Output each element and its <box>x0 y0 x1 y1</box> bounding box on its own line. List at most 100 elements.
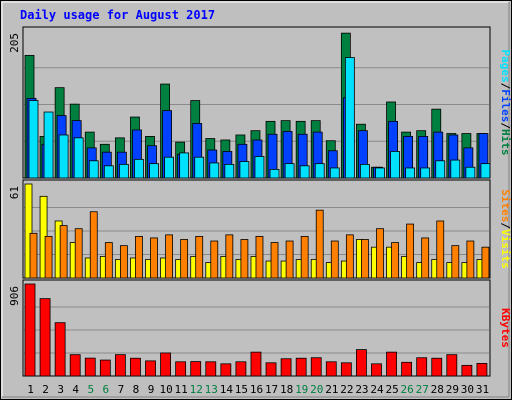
bar-kbytes-day-21 <box>325 361 337 377</box>
bar-sites-day-7 <box>119 245 128 279</box>
bar-sites-day-19 <box>300 235 309 279</box>
day-label-6: 6 <box>103 383 110 396</box>
day-label-28: 28 <box>431 383 444 396</box>
y-max-label: 205 <box>8 33 21 53</box>
legend-separator: / <box>499 122 512 129</box>
legend-visits-sites: Sites/Visits <box>499 189 512 269</box>
day-labels: 1 2 3 4 5 6 7 8 9 10 11 12 13 14 15 16 17 18 19 20 21 22 23 24 2… <box>27 383 489 396</box>
y-max-label: 906 <box>8 286 21 306</box>
bar-pages-day-29 <box>450 159 461 179</box>
bar-pages-day-23 <box>360 163 370 179</box>
bar-sites-day-30 <box>466 240 475 279</box>
bar-kbytes-day-10 <box>160 352 171 377</box>
bar-sites-day-8 <box>135 235 143 279</box>
day-label-26: 26 <box>401 383 414 396</box>
bar-kbytes-day-5 <box>84 357 96 377</box>
bar-sites-day-18 <box>285 240 294 279</box>
bar-kbytes-day-13 <box>205 361 217 377</box>
legend-item-sites: Sites <box>499 189 512 222</box>
legend-separator: / <box>499 83 512 90</box>
day-label-23: 23 <box>355 383 368 396</box>
legend-hits-files-pages: Pages/Files/Hits <box>499 50 512 156</box>
day-label-20: 20 <box>310 383 323 396</box>
bar-sites-day-27 <box>421 237 430 279</box>
bar-sites-day-17 <box>270 242 279 279</box>
day-label-2: 2 <box>42 383 49 396</box>
bar-pages-day-5 <box>88 160 99 179</box>
day-label-30: 30 <box>461 383 474 396</box>
bar-visits-day-1 <box>24 183 33 279</box>
bar-pages-day-15 <box>239 161 250 179</box>
bar-kbytes-day-26 <box>401 361 413 377</box>
bar-pages-day-14 <box>224 163 235 179</box>
bar-kbytes-day-18 <box>280 358 292 377</box>
bar-kbytes-day-31 <box>476 363 488 377</box>
day-label-7: 7 <box>118 383 125 396</box>
bar-kbytes-day-6 <box>99 359 111 377</box>
bar-pages-day-17 <box>269 168 280 179</box>
bar-kbytes-day-4 <box>69 354 81 377</box>
bar-pages-day-26 <box>405 167 416 179</box>
bar-sites-day-20 <box>315 209 324 279</box>
bar-kbytes-day-15 <box>235 361 247 377</box>
bar-sites-day-21 <box>330 240 339 279</box>
bar-kbytes-day-24 <box>371 363 382 377</box>
bar-pages-day-12 <box>194 156 205 179</box>
bar-kbytes-day-29 <box>446 354 458 377</box>
bar-pages-day-9 <box>149 163 159 179</box>
day-label-10: 10 <box>159 383 172 396</box>
bar-pages-day-28 <box>435 160 446 179</box>
legend-item-files: Files <box>499 89 512 122</box>
bar-kbytes-day-2 <box>39 298 51 377</box>
day-label-16: 16 <box>250 383 263 396</box>
day-label-22: 22 <box>340 383 353 396</box>
y-max-label: 61 <box>8 186 21 199</box>
bar-pages-day-25 <box>390 151 400 179</box>
bar-sites-day-12 <box>195 235 204 279</box>
bar-kbytes-day-11 <box>175 361 187 377</box>
bar-pages-day-19 <box>299 165 310 179</box>
bar-sites-day-13 <box>210 240 219 279</box>
bar-sites-day-31 <box>481 246 490 279</box>
day-label-12: 12 <box>190 383 203 396</box>
day-label-25: 25 <box>385 383 398 396</box>
bar-pages-day-31 <box>480 163 491 179</box>
bar-kbytes-day-8 <box>130 357 141 377</box>
bar-sites-day-6 <box>104 242 113 279</box>
bar-kbytes-day-23 <box>356 349 367 377</box>
bar-pages-day-2 <box>43 111 54 179</box>
bar-pages-day-30 <box>465 166 476 179</box>
bar-sites-day-22 <box>345 234 354 279</box>
legend-item-hits: Hits <box>499 129 512 156</box>
day-label-19: 19 <box>295 383 308 396</box>
bar-kbytes-day-30 <box>461 364 473 377</box>
day-label-29: 29 <box>446 383 459 396</box>
day-label-1: 1 <box>27 383 34 396</box>
bar-kbytes-day-22 <box>340 362 352 377</box>
day-label-24: 24 <box>370 383 384 396</box>
bar-sites-day-5 <box>89 211 98 279</box>
bar-sites-day-2 <box>44 235 53 279</box>
day-label-27: 27 <box>416 383 429 396</box>
panel-visits-sites: 61 Sites/Visits <box>8 179 512 279</box>
bar-pages-day-18 <box>284 163 295 179</box>
bar-sites-day-14 <box>225 234 234 279</box>
bar-kbytes-day-9 <box>145 360 156 377</box>
bar-pages-day-24 <box>375 167 385 179</box>
legend-kbytes: KBytes <box>499 308 512 348</box>
legend-item-visits: Visits <box>499 229 512 269</box>
bar-kbytes-day-1 <box>24 283 36 377</box>
bar-pages-day-27 <box>420 167 431 179</box>
legend-item-kbytes: KBytes <box>499 308 512 348</box>
day-label-8: 8 <box>133 383 140 396</box>
day-label-31: 31 <box>476 383 489 396</box>
bar-sites-day-26 <box>406 223 415 279</box>
bar-sites-day-16 <box>255 235 264 279</box>
bar-kbytes-day-3 <box>54 322 66 377</box>
panel-hits-files-pages: 205 Pages/Files/Hits <box>8 26 512 179</box>
bar-sites-day-15 <box>240 239 249 279</box>
bar-pages-day-16 <box>254 156 265 179</box>
bar-kbytes-day-25 <box>386 351 397 377</box>
day-label-21: 21 <box>325 383 338 396</box>
